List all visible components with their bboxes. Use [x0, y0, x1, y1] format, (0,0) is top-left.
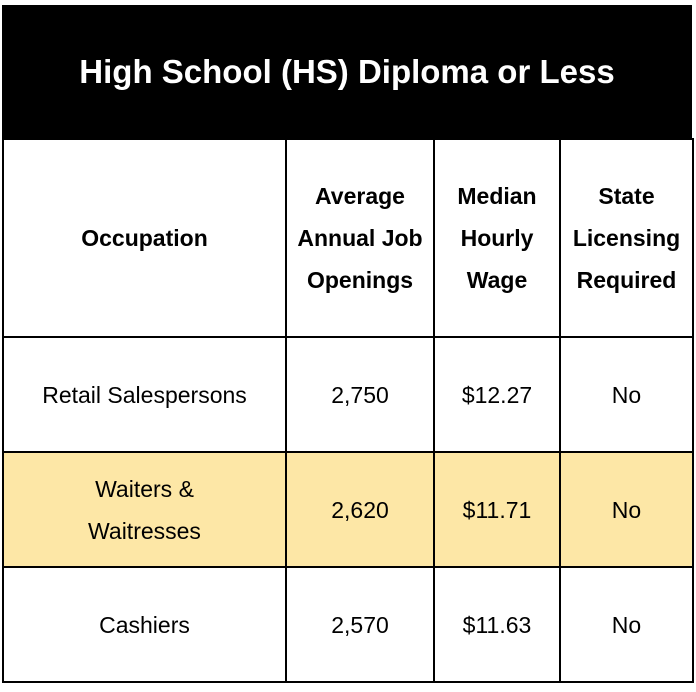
cell-text: 2,620 [331, 496, 389, 523]
column-header: Occupation [2, 138, 287, 338]
occupation-cell: Cashiers [2, 566, 287, 683]
cell-text: 2,570 [331, 611, 389, 638]
column-header: State Licensing Required [559, 138, 694, 338]
cell-text: $11.63 [462, 611, 532, 638]
occupation-cell: Retail Salespersons [2, 336, 287, 453]
value-cell: No [559, 566, 694, 683]
column-header: Average Annual Job Openings [285, 138, 435, 338]
value-cell: $11.63 [433, 566, 561, 683]
value-cell: No [559, 336, 694, 453]
value-cell: $12.27 [433, 336, 561, 453]
header-row: Occupation Average Annual Job Openings Med… [2, 138, 694, 338]
cell-text: $11.71 [462, 496, 532, 523]
cell-text: No [611, 611, 642, 638]
cell-text: Cashiers [99, 611, 190, 638]
table: Occupation Average Annual Job Openings Med… [2, 138, 694, 683]
occupation-cell: Waiters & Waitresses [2, 451, 287, 568]
cell-text: Waiters & Waitresses [88, 475, 201, 544]
value-cell: $11.71 [433, 451, 561, 568]
column-header: Median Hourly Wage [433, 138, 561, 338]
table-card: High School (HS) Diploma or Less Occupat… [2, 5, 694, 683]
cell-text: No [611, 381, 642, 408]
value-cell: No [559, 451, 694, 568]
cell-text: 2,750 [331, 381, 389, 408]
value-cell: 2,570 [285, 566, 435, 683]
table-row: Waiters & Waitresses 2,620 $11.71 No [2, 451, 694, 568]
cell-text: $12.27 [461, 381, 533, 408]
cell-text: Retail Salespersons [42, 381, 247, 408]
value-cell: 2,750 [285, 336, 435, 453]
table-row: Cashiers 2,570 $11.63 No [2, 566, 694, 683]
value-cell: 2,620 [285, 451, 435, 568]
table-row: Retail Salespersons 2,750 $12.27 No [2, 336, 694, 453]
table-title: High School (HS) Diploma or Less [2, 5, 692, 138]
cell-text: No [611, 496, 642, 523]
table-body: Retail Salespersons 2,750 $12.27 No Waiters … [2, 336, 694, 683]
